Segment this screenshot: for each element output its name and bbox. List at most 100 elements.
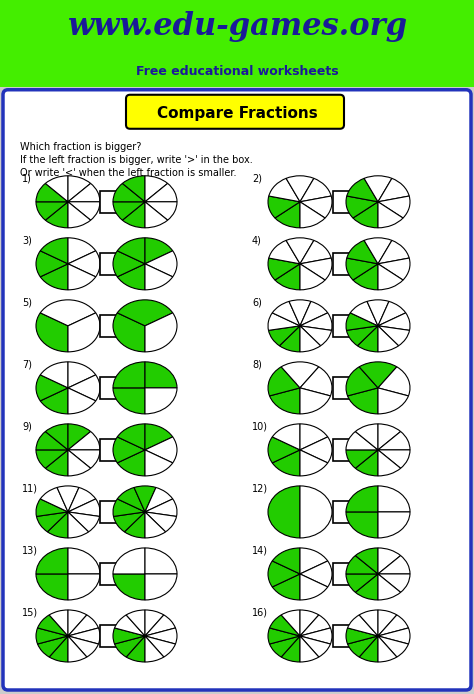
Wedge shape (145, 610, 164, 636)
Bar (333, 625, 355, 647)
Bar (100, 315, 122, 337)
Wedge shape (49, 636, 68, 662)
Wedge shape (347, 615, 378, 636)
Wedge shape (300, 240, 331, 264)
Wedge shape (378, 610, 397, 636)
Wedge shape (68, 362, 96, 388)
Wedge shape (353, 264, 378, 290)
Wedge shape (36, 512, 68, 532)
Wedge shape (68, 176, 91, 202)
Wedge shape (367, 300, 389, 326)
Wedge shape (36, 202, 68, 220)
Wedge shape (300, 258, 332, 280)
Wedge shape (300, 574, 328, 600)
Wedge shape (378, 574, 401, 600)
Text: 8): 8) (252, 360, 262, 370)
Wedge shape (378, 628, 410, 644)
Wedge shape (113, 548, 145, 574)
Wedge shape (378, 424, 401, 450)
Text: Compare Fractions: Compare Fractions (156, 106, 318, 121)
Wedge shape (113, 628, 145, 644)
Wedge shape (134, 486, 156, 512)
Wedge shape (378, 432, 410, 450)
Bar (333, 563, 355, 585)
Wedge shape (36, 548, 68, 574)
Wedge shape (300, 636, 330, 657)
Wedge shape (117, 424, 145, 450)
Wedge shape (126, 636, 145, 662)
Wedge shape (36, 251, 68, 277)
Wedge shape (115, 636, 145, 657)
Wedge shape (347, 636, 378, 657)
Wedge shape (378, 450, 410, 468)
Wedge shape (347, 240, 378, 264)
Wedge shape (378, 367, 410, 396)
Wedge shape (145, 176, 168, 202)
Wedge shape (378, 196, 410, 218)
FancyBboxPatch shape (0, 0, 474, 89)
Bar (333, 191, 355, 213)
Wedge shape (353, 202, 378, 228)
Bar (100, 377, 122, 399)
Wedge shape (113, 499, 145, 516)
Wedge shape (36, 375, 68, 401)
Wedge shape (300, 202, 325, 228)
Wedge shape (300, 196, 332, 218)
Wedge shape (359, 610, 378, 636)
Wedge shape (68, 636, 99, 657)
Wedge shape (359, 636, 378, 662)
Wedge shape (115, 615, 145, 636)
Text: 15): 15) (22, 608, 38, 618)
Wedge shape (378, 301, 406, 326)
Text: 14): 14) (252, 546, 268, 556)
Bar (333, 253, 355, 275)
Wedge shape (36, 499, 68, 516)
Wedge shape (68, 512, 100, 532)
Wedge shape (300, 610, 319, 636)
Wedge shape (272, 574, 300, 600)
Wedge shape (356, 548, 378, 574)
Wedge shape (289, 300, 311, 326)
Wedge shape (113, 437, 145, 463)
Wedge shape (36, 313, 68, 352)
Wedge shape (378, 636, 409, 657)
Wedge shape (300, 264, 325, 290)
Wedge shape (378, 313, 410, 330)
Wedge shape (145, 512, 165, 538)
Text: 16): 16) (252, 608, 268, 618)
Text: 3): 3) (22, 236, 32, 246)
Wedge shape (272, 548, 300, 574)
Wedge shape (300, 424, 328, 450)
Wedge shape (145, 499, 177, 516)
Wedge shape (280, 326, 300, 352)
Wedge shape (46, 202, 68, 228)
Wedge shape (113, 512, 145, 532)
Wedge shape (57, 486, 79, 512)
Text: 9): 9) (22, 422, 32, 432)
Wedge shape (300, 367, 332, 396)
Wedge shape (269, 178, 300, 202)
Wedge shape (68, 512, 89, 538)
Wedge shape (300, 178, 331, 202)
Text: 2): 2) (252, 174, 262, 184)
Wedge shape (268, 313, 300, 330)
Bar (333, 377, 355, 399)
Wedge shape (272, 424, 300, 450)
Text: Free educational worksheets: Free educational worksheets (136, 65, 338, 78)
Wedge shape (40, 300, 96, 326)
Wedge shape (145, 512, 176, 532)
Wedge shape (356, 574, 378, 600)
Wedge shape (113, 574, 145, 600)
Wedge shape (68, 202, 100, 220)
Wedge shape (346, 574, 378, 593)
Wedge shape (36, 183, 68, 202)
Wedge shape (113, 388, 145, 414)
Wedge shape (300, 313, 332, 330)
Text: Which fraction is bigger?: Which fraction is bigger? (20, 142, 141, 152)
Wedge shape (378, 258, 410, 280)
Wedge shape (378, 202, 403, 228)
Wedge shape (145, 238, 173, 264)
Wedge shape (145, 313, 177, 352)
Wedge shape (281, 610, 300, 636)
Wedge shape (68, 251, 100, 277)
